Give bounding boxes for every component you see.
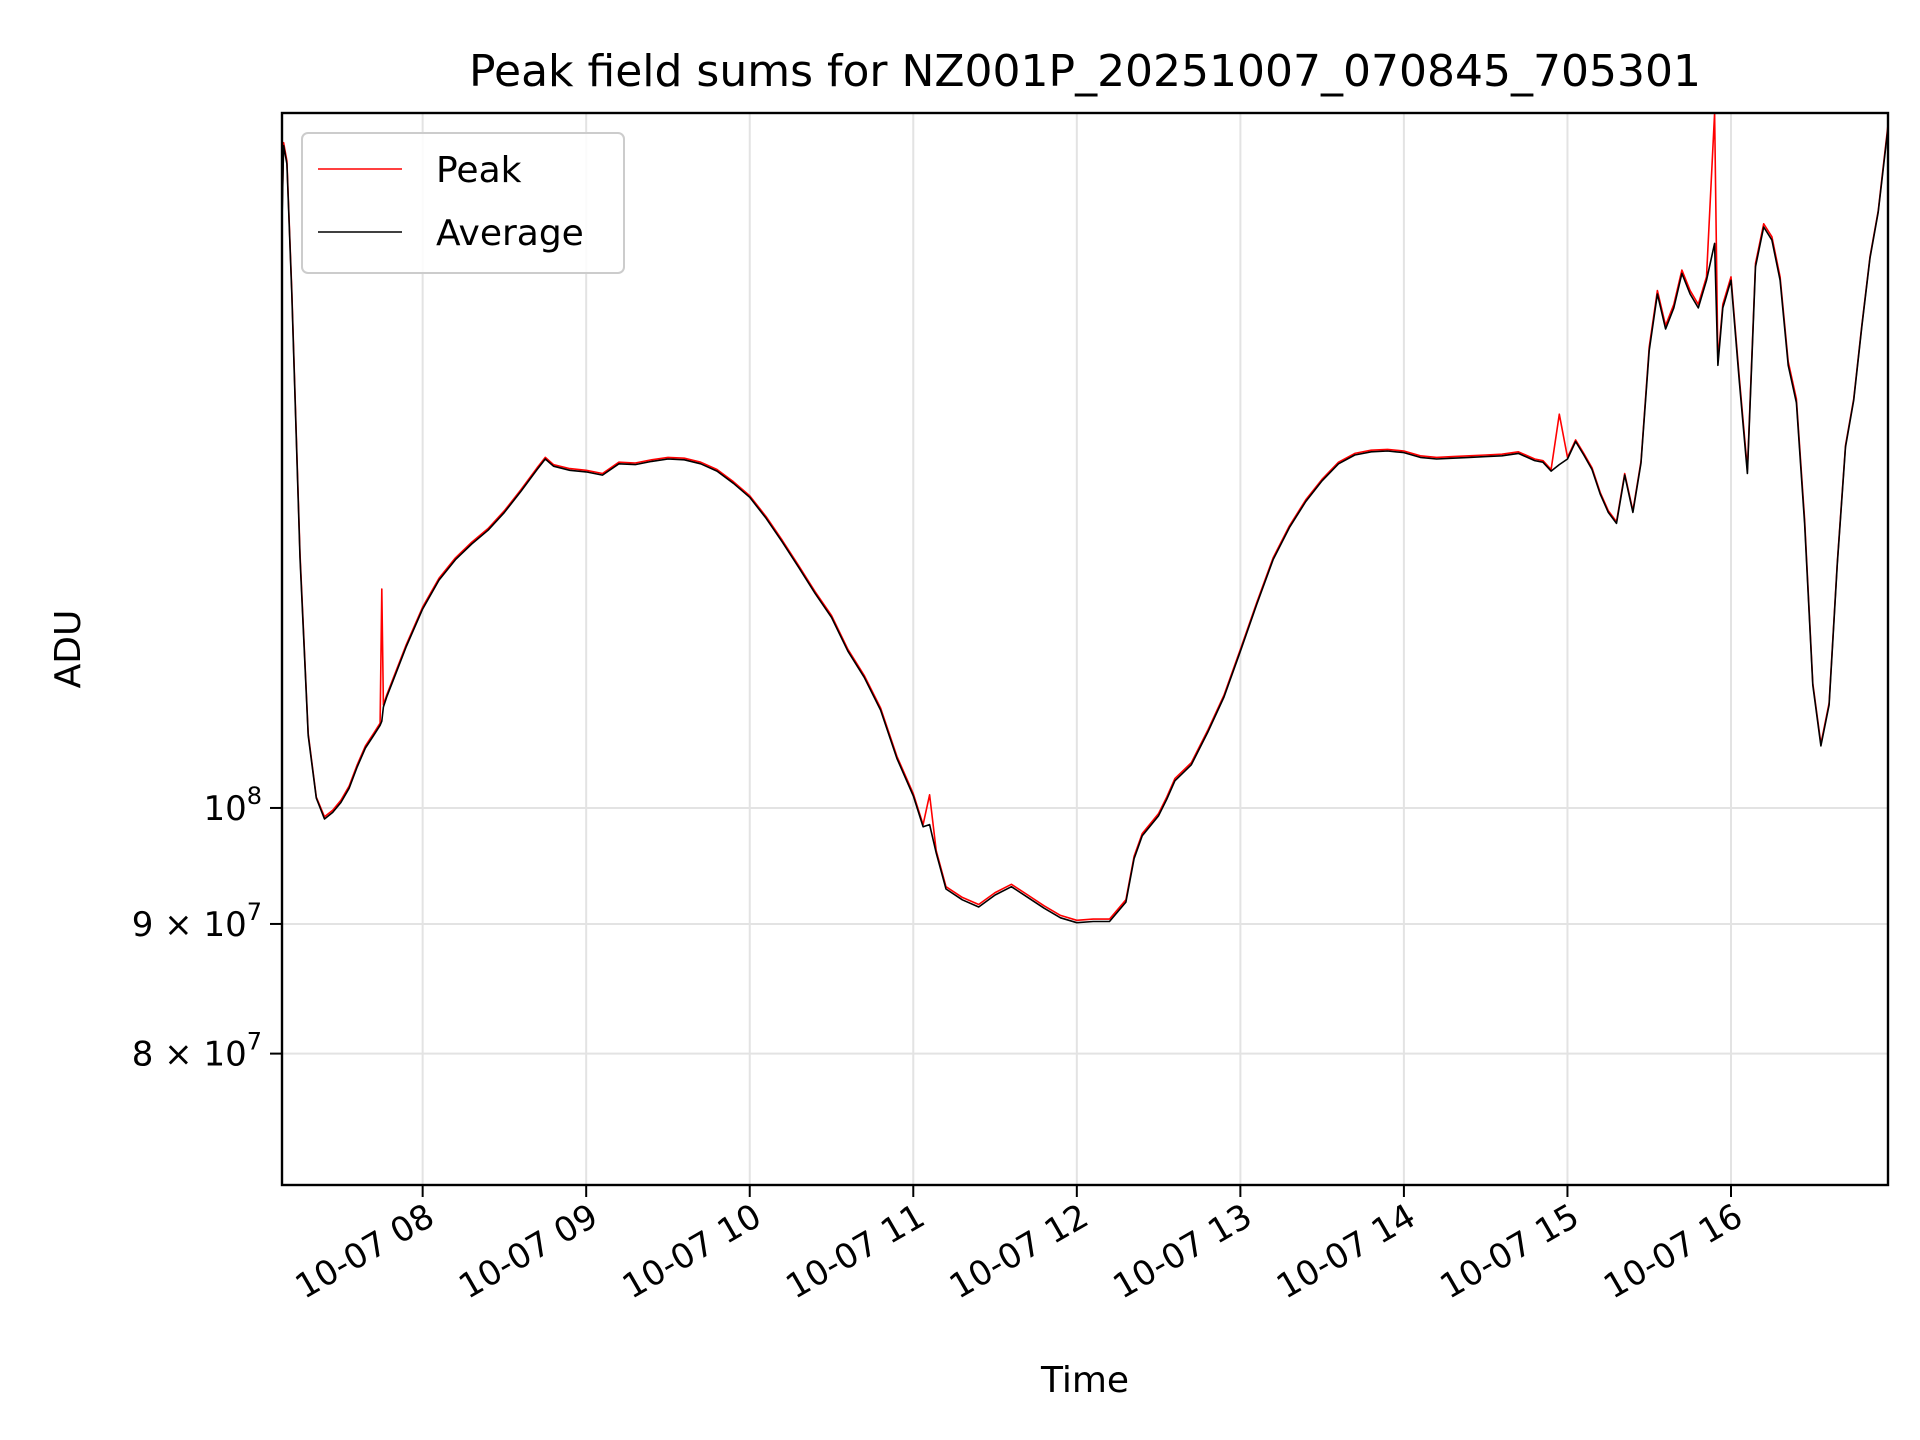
legend-average-label: Average [436,213,584,254]
y-tick-label: 9 × 107 [132,898,262,945]
series-line-average [281,127,1889,924]
series-line-peak [281,112,1889,922]
legend-box [301,132,625,274]
chart-title: Peak field sums for NZ001P_20251007_0708… [469,46,1701,97]
y-axis-label: ADU [48,610,89,689]
series-layer [281,112,1889,924]
plot-frame [280,111,1890,1187]
legend-peak-label: Peak [436,150,522,191]
x-axis-label: Time [1040,1360,1129,1401]
legend: Peak Average [301,132,625,274]
y-tick-label: 8 × 107 [132,1028,262,1075]
